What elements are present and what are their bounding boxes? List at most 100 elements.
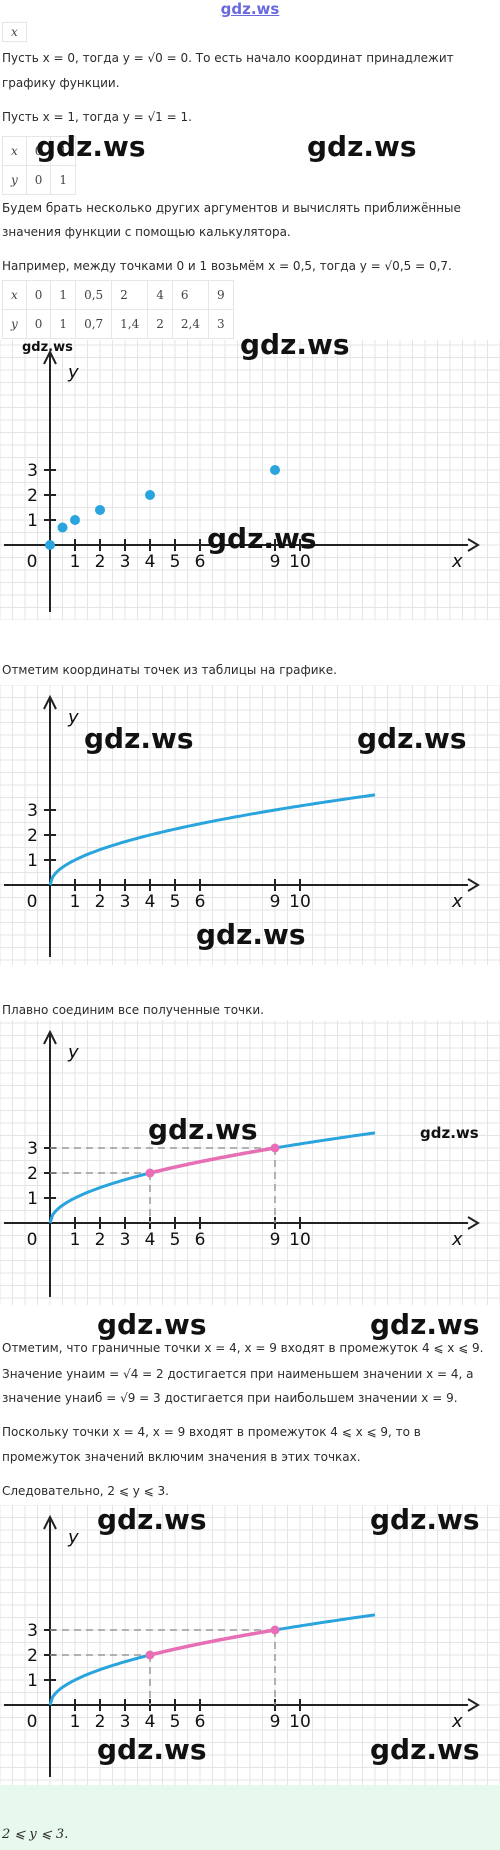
- x-axis-arrow: [467, 538, 480, 552]
- y-tick-label: 3: [27, 1621, 38, 1641]
- x-tick-label: 1: [70, 892, 81, 912]
- y-axis-arrow: [43, 349, 57, 365]
- table-cell: 0,7: [75, 309, 113, 339]
- table-cell: x: [2, 280, 27, 310]
- watermark: gdz.ws: [307, 130, 417, 163]
- x-tick-label: 2: [95, 1712, 106, 1732]
- paragraph: Значение yнаим = √4 = 2 достигается при …: [2, 1367, 474, 1381]
- watermark: gdz.ws: [207, 522, 317, 555]
- y-tick-label: 1: [27, 511, 38, 531]
- x-axis-label: x: [451, 1711, 463, 1732]
- table-cell: x: [2, 22, 27, 42]
- y-axis-arrow: [43, 1029, 57, 1045]
- x-tick-label: 4: [145, 1712, 156, 1732]
- x-tick-label: 1: [70, 552, 81, 572]
- x-tick-label: 2: [95, 892, 106, 912]
- x-tick-label: 4: [145, 892, 156, 912]
- x-tick-label: 10: [289, 1712, 311, 1732]
- interval-point-min: [145, 1650, 155, 1660]
- x-tick-label: 2: [95, 1230, 106, 1250]
- x-tick-label: 9: [270, 1712, 281, 1732]
- x-tick-label: 10: [289, 892, 311, 912]
- table-row: y 0 1: [2, 165, 77, 195]
- watermark: gdz.ws: [370, 1733, 480, 1766]
- values-table-2: x 0 1 0,5 2 4 6 9 y 0 1 0,7 1,4 2 2,4 3: [2, 280, 234, 339]
- watermark: gdz.ws: [240, 328, 350, 361]
- table-cell: 0: [25, 280, 52, 310]
- watermark: gdz.ws: [97, 1308, 207, 1341]
- paragraph: Плавно соединим все полученные точки.: [2, 1003, 264, 1017]
- table-cell: 0,5: [75, 280, 113, 310]
- table-cell: 3: [207, 309, 234, 339]
- table-cell: 9: [207, 280, 234, 310]
- y-axis-arrow: [43, 694, 57, 710]
- x-tick-label: 5: [170, 1230, 181, 1250]
- x-axis-arrow: [467, 878, 480, 892]
- paragraph: Пусть x = 1, тогда y = √1 = 1.: [2, 110, 192, 124]
- x-tick-label: 9: [270, 1230, 281, 1250]
- x-tick-label: 2: [95, 552, 106, 572]
- y-axis-arrow: [43, 1514, 57, 1530]
- paragraph: Например, между точками 0 и 1 возьмём x …: [2, 259, 452, 273]
- x-tick-label: 9: [270, 552, 281, 572]
- x-tick-label: 0: [27, 1230, 38, 1250]
- x-tick-label: 4: [145, 1230, 156, 1250]
- x-axis-arrow: [467, 1216, 480, 1230]
- x-tick-label: 6: [195, 892, 206, 912]
- data-point: [270, 465, 280, 475]
- paragraph: Будем брать несколько других аргументов …: [2, 201, 461, 215]
- x-axis-label: x: [451, 1229, 463, 1250]
- y-axis-label: y: [67, 1527, 79, 1548]
- x-tick-label: 1: [70, 1230, 81, 1250]
- interval-point-max: [270, 1625, 280, 1635]
- x-axis-label: x: [451, 551, 463, 572]
- table-cell: 1: [50, 165, 77, 195]
- x-tick-label: 0: [27, 552, 38, 572]
- answer-text: 2 ⩽ y ⩽ 3.: [2, 1827, 69, 1842]
- paragraph: Отметим, что граничные точки x = 4, x = …: [2, 1341, 484, 1355]
- paragraph: Пусть x = 0, тогда y = √0 = 0. То есть н…: [2, 51, 454, 65]
- x-tick-label: 5: [170, 1712, 181, 1732]
- table-cell: 1: [50, 309, 77, 339]
- y-tick-label: 1: [27, 1189, 38, 1209]
- watermark: gdz.ws: [36, 130, 146, 163]
- table-cell: 0: [25, 165, 52, 195]
- x-tick-label: 10: [289, 1230, 311, 1250]
- data-point: [145, 490, 155, 500]
- table-cell: 1,4: [111, 309, 149, 339]
- x-tick-label: 6: [195, 1712, 206, 1732]
- paragraph: Следовательно, 2 ⩽ y ⩽ 3.: [2, 1484, 169, 1498]
- paragraph: Отметим координаты точек из таблицы на г…: [2, 663, 337, 677]
- highlight-segment: [149, 1146, 276, 1175]
- watermark: gdz.ws: [148, 1113, 258, 1146]
- watermark: gdz.ws: [357, 722, 467, 755]
- x-tick-label: 5: [170, 892, 181, 912]
- x-tick-label: 9: [270, 892, 281, 912]
- paragraph: значения функции с помощью калькулятора.: [2, 225, 291, 239]
- site-name[interactable]: gdz.ws: [220, 0, 280, 18]
- paragraph: Поскольку точки x = 4, x = 9 входят в пр…: [2, 1425, 421, 1439]
- watermark: gdz.ws: [97, 1733, 207, 1766]
- interval-point-min: [145, 1168, 155, 1178]
- x-tick-label: 5: [170, 552, 181, 572]
- watermark: gdz.ws: [84, 722, 194, 755]
- y-tick-label: 2: [27, 1646, 38, 1666]
- table-row: y 0 1 0,7 1,4 2 2,4 3: [2, 309, 234, 339]
- table-cell: x: [2, 136, 27, 166]
- values-table-1: x 0 1 y 0 1: [2, 136, 77, 195]
- y-axis-label: y: [67, 362, 79, 383]
- x-tick-label: 6: [195, 1230, 206, 1250]
- watermark: gdz.ws: [196, 918, 306, 951]
- x-tick-label: 3: [120, 552, 131, 572]
- data-point: [57, 522, 68, 533]
- watermark: gdz.ws: [97, 1503, 207, 1536]
- y-tick-label: 3: [27, 461, 38, 481]
- table-cell: 0: [25, 309, 52, 339]
- table-cell: 2,4: [171, 309, 209, 339]
- table-fragment: x: [2, 22, 27, 42]
- x-tick-label: 4: [145, 552, 156, 572]
- y-axis-label: y: [67, 1042, 79, 1063]
- y-tick-label: 1: [27, 851, 38, 871]
